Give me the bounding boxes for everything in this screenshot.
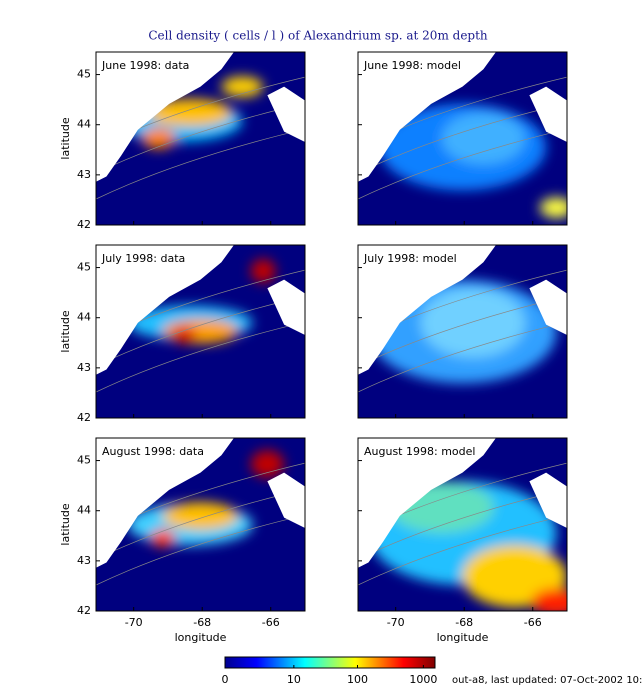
footer: out-a8, last updated: 07-Oct-2002 10:2	[452, 675, 642, 686]
density-blob	[150, 529, 176, 547]
map-area	[358, 438, 567, 611]
y-tick-label: 44	[77, 118, 91, 131]
land	[529, 279, 567, 335]
map-area	[96, 52, 305, 225]
density-blob	[141, 128, 176, 149]
density-blob	[539, 197, 567, 219]
contour	[96, 128, 305, 200]
land	[529, 86, 567, 142]
map-area	[96, 438, 305, 611]
contour	[358, 321, 567, 393]
y-tick-label: 42	[77, 604, 91, 617]
density-blob	[441, 112, 526, 165]
y-axis-label: latitude	[59, 310, 72, 352]
colorbar-tick-label: 10	[287, 673, 301, 686]
land	[96, 52, 234, 182]
land	[267, 279, 305, 335]
frame	[95, 437, 306, 612]
contour	[96, 321, 305, 393]
density-field	[378, 103, 567, 219]
density-blob	[250, 258, 276, 284]
colorbar-tick-label: 100	[347, 673, 368, 686]
y-tick-label: 43	[77, 554, 91, 567]
land	[529, 472, 567, 528]
colorbar	[224, 656, 436, 669]
colorbar-tick-label: 0	[222, 673, 229, 686]
x-tick-label: -66	[262, 616, 280, 629]
land	[96, 438, 234, 568]
land	[358, 245, 496, 375]
y-tick-label: 42	[77, 411, 91, 424]
frame	[357, 437, 568, 612]
panel-title: June 1998: data	[101, 59, 189, 72]
x-tick-label: -70	[125, 616, 143, 629]
x-axis-label: longitude	[175, 631, 227, 644]
y-tick-label: 43	[77, 168, 91, 181]
density-blob	[221, 76, 264, 97]
map-area	[358, 52, 567, 225]
y-axis-label: latitude	[59, 503, 72, 545]
panel-title: July 1998: data	[101, 252, 185, 265]
land	[267, 86, 305, 142]
panel-title: August 1998: data	[102, 445, 204, 458]
frame	[95, 244, 306, 419]
x-tick-label: -70	[387, 616, 405, 629]
density-blob	[171, 326, 197, 344]
frame	[95, 51, 306, 226]
density-field	[127, 258, 276, 344]
contour	[358, 128, 567, 200]
map-area	[96, 245, 305, 418]
colorbar-tick-label: 1000	[409, 673, 437, 686]
contour	[96, 514, 305, 586]
y-tick-label: 45	[77, 454, 91, 467]
frame	[357, 51, 568, 226]
panel-title: June 1998: model	[363, 59, 461, 72]
y-tick-label: 45	[77, 68, 91, 81]
x-tick-label: -68	[193, 616, 211, 629]
panel-title: August 1998: model	[364, 445, 475, 458]
panel-title: July 1998: model	[363, 252, 457, 265]
x-axis-label: longitude	[437, 631, 489, 644]
density-blob	[531, 588, 567, 611]
frame	[357, 244, 568, 419]
contour	[358, 514, 567, 586]
land	[96, 245, 234, 375]
y-axis-label: latitude	[59, 117, 72, 159]
density-blob	[250, 450, 285, 478]
land	[358, 438, 496, 568]
y-tick-label: 44	[77, 504, 91, 517]
y-tick-label: 43	[77, 361, 91, 374]
density-field	[127, 450, 285, 547]
density-blob	[148, 98, 232, 127]
x-tick-label: -66	[524, 616, 542, 629]
y-tick-label: 42	[77, 218, 91, 231]
y-tick-label: 44	[77, 311, 91, 324]
x-tick-label: -68	[455, 616, 473, 629]
land	[358, 52, 496, 182]
land	[267, 472, 305, 528]
density-blob	[420, 288, 526, 358]
figure-title: Cell density ( cells / l ) of Alexandriu…	[148, 29, 488, 43]
y-tick-label: 45	[77, 261, 91, 274]
map-area	[358, 245, 567, 418]
density-blob	[162, 502, 239, 530]
